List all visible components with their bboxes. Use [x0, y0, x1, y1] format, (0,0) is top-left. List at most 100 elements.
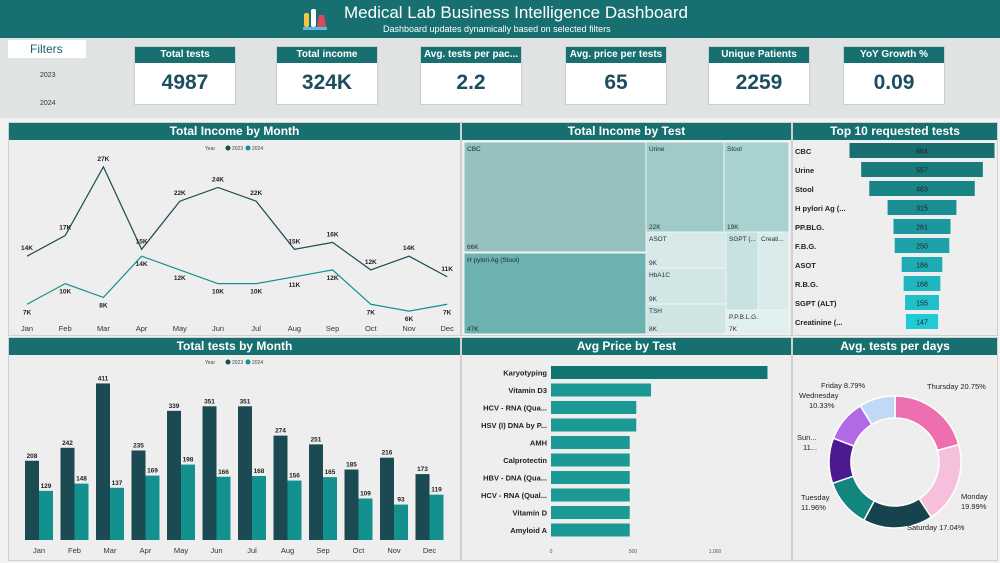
- x-tick-label: May: [173, 324, 187, 333]
- bar-2024: [252, 476, 266, 540]
- x-tick-label: Oct: [353, 546, 366, 555]
- x-tick-label: Apr: [140, 546, 152, 555]
- legend-marker: [245, 145, 251, 151]
- donut-slice-thursday: [894, 395, 960, 452]
- bar-2023: [131, 450, 146, 540]
- x-tick-label: Feb: [68, 546, 81, 555]
- bar-2023: [60, 447, 75, 540]
- bar-value-label: 198: [183, 457, 194, 464]
- price-category: Calprotectin: [503, 456, 547, 465]
- price-bar: [551, 436, 630, 449]
- funnel-bar: [901, 257, 943, 272]
- series-line-2023: [26, 165, 448, 278]
- treemap-tile-name: TSH: [649, 308, 662, 315]
- x-tick-label: Jun: [210, 546, 222, 555]
- legend-marker: [225, 359, 231, 365]
- data-label: 11K: [289, 282, 301, 289]
- funnel-category: F.B.G.: [795, 242, 816, 251]
- treemap-tile-name: SGPT (...: [729, 236, 756, 243]
- donut-label: Saturday 17.04%: [907, 523, 965, 532]
- x-tick-label: Nov: [402, 324, 416, 333]
- price-bar: [551, 401, 637, 414]
- treemap-tile: [463, 252, 647, 335]
- legend-marker: [245, 359, 251, 365]
- kpi-label: Avg. price per tests: [566, 47, 666, 63]
- bar-2024: [429, 494, 444, 540]
- legend-label: 2024: [252, 146, 263, 152]
- bar-value-label: 339: [169, 403, 180, 410]
- filter-year-2024[interactable]: 2024: [40, 100, 56, 107]
- bar-value-label: 137: [112, 480, 123, 487]
- bar-value-label: 169: [147, 468, 158, 475]
- bar-2024: [110, 487, 124, 540]
- bar-2023: [167, 410, 181, 540]
- bar-value-label: 93: [397, 497, 405, 504]
- x-tick-label: Jul: [251, 324, 261, 333]
- bar-2023: [25, 460, 39, 540]
- bar-value-label: 173: [417, 466, 428, 473]
- funnel-bar: [893, 219, 951, 234]
- data-label: 17K: [59, 225, 71, 232]
- funnel-bar: [869, 181, 975, 196]
- funnel-bar: [903, 276, 941, 291]
- data-label: 15K: [136, 238, 148, 245]
- kpi-unique-patients: Unique Patients 2259: [708, 46, 810, 105]
- legend-label: 2024: [252, 360, 263, 366]
- page-subtitle: Dashboard updates dynamically based on s…: [383, 24, 611, 34]
- x-tick-label: Nov: [387, 546, 401, 555]
- avg-price-panel: Avg Price by Test Karyotyping Vitamin D3 H…: [461, 337, 792, 561]
- bar-2023: [273, 435, 288, 540]
- kpi-value: 0.09: [873, 71, 915, 94]
- series-line-2024: [26, 255, 448, 312]
- x-tick-label: Dec: [423, 546, 437, 555]
- treemap-tile-value: 9K: [649, 296, 658, 303]
- donut-label: 10.33%: [809, 401, 835, 410]
- income-by-test-panel: Total Income by Test CBC 66K H pylori Ag (…: [461, 122, 792, 336]
- bar-2024: [287, 480, 302, 540]
- data-label: 10K: [250, 289, 262, 296]
- bar-2023: [202, 406, 217, 540]
- kpi-value: 4987: [161, 71, 209, 94]
- donut-label: 11.96%: [801, 503, 826, 512]
- treemap-tile-name: H pylori Ag (Stool): [467, 257, 519, 264]
- x-tick-label: Oct: [365, 324, 378, 333]
- filter-year-2023[interactable]: 2023: [40, 72, 56, 79]
- treemap-tile-name: HbA1C: [649, 272, 670, 279]
- data-label: 11K: [441, 266, 453, 273]
- treemap-tile: [723, 141, 790, 233]
- funnel-value: 664: [916, 149, 928, 156]
- bar-value-label: 274: [275, 428, 286, 435]
- bar-value-label: 208: [27, 453, 38, 460]
- bar-value-label: 235: [133, 442, 144, 449]
- donut-slice-monday: [918, 443, 962, 519]
- donut-label: Tuesday: [801, 493, 830, 502]
- treemap-tile: [645, 267, 727, 305]
- price-bar: [551, 418, 637, 432]
- price-category: HCV - RNA (Qua...: [483, 404, 547, 413]
- income-line-chart: Year 2023 2024 14K 17K 27K 15K 22K 24K 22K 15K 16K 1…: [21, 145, 454, 333]
- donut-label: 11...: [803, 443, 817, 452]
- treemap-tile-name: CBC: [467, 146, 481, 153]
- bar-value-label: 351: [240, 398, 251, 405]
- kpi-total-income: Total income 324K: [276, 46, 378, 105]
- funnel-value: 147: [916, 320, 928, 327]
- bar-value-label: 168: [254, 468, 265, 475]
- treemap-tile-value: 7K: [729, 326, 738, 333]
- lab-flask-icon: [303, 9, 327, 30]
- treemap-tile-value: 9K: [649, 260, 658, 267]
- kpi-yoy-growth: YoY Growth % 0.09: [843, 46, 945, 105]
- x-tick-label: 0: [550, 549, 553, 555]
- funnel-value: 315: [916, 206, 928, 213]
- funnel-category: SGPT (ALT): [795, 299, 837, 308]
- filters-label: Filters: [8, 40, 86, 58]
- kpi-value: 2.2: [456, 71, 486, 94]
- treemap-tile-value: 66K: [467, 244, 479, 251]
- treemap-tile-name: Stool: [727, 146, 742, 153]
- funnel-bar: [905, 314, 939, 329]
- funnel-bar: [905, 295, 939, 310]
- price-category: HSV (I) DNA by P...: [481, 421, 547, 430]
- bar-value-label: 216: [382, 450, 393, 457]
- treemap-tile-name: ASOT: [649, 236, 667, 243]
- kpi-avg-price: Avg. price per tests 65: [565, 46, 667, 105]
